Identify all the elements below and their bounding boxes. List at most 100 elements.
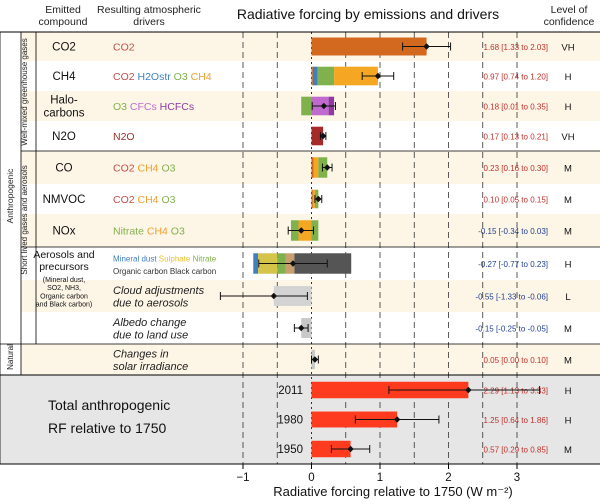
confidence-text: M — [564, 356, 572, 367]
emitted-compound-header-line1: Emitted — [45, 4, 81, 16]
value-text: 0.97 [0.74 to 1.20] — [484, 73, 549, 82]
total-confidence-text: M — [564, 445, 572, 456]
resulting-drivers-header-line1: Resulting atmospheric — [97, 4, 201, 16]
emitted-compound-header-line2: compound — [38, 16, 87, 28]
driver-segment: H2Ostr — [135, 71, 172, 83]
driver-segment: N2O — [113, 131, 135, 143]
emitted-compound-text: and Black carbon) — [36, 302, 92, 309]
row-co: CO CO2 CH4 O3 0.23 [0.16 to 0.30] M — [55, 163, 572, 175]
driver-segment: Black carbon — [168, 267, 216, 276]
driver-segment: due to land use — [113, 329, 188, 341]
driver-segment: Mineral dust — [113, 254, 157, 263]
driver-text: Organic carbon Black carbon — [113, 267, 216, 276]
driver-segment: Nitrate — [190, 254, 216, 263]
emitted-compound-text: NMVOC — [43, 194, 86, 206]
driver-text: due to aerosols — [113, 297, 189, 309]
best-estimate-marker — [311, 356, 319, 363]
bar-segment-co2 — [311, 66, 313, 86]
best-estimate-marker — [324, 164, 331, 171]
value-text: 0.05 [0.00 to 0.10] — [484, 356, 549, 365]
driver-segment: CH4 — [135, 163, 159, 175]
best-estimate-marker — [289, 260, 297, 267]
value-text: 0.18 [0.01 to 0.35] — [484, 103, 549, 112]
best-estimate-marker — [298, 324, 305, 332]
driver-segment: O3 — [113, 101, 127, 113]
x-axis: −1 0 1 2 3 — [236, 464, 520, 484]
confidence-text: VH — [561, 43, 574, 54]
driver-segment: CH4 — [144, 226, 168, 238]
driver-segment: O3 — [159, 194, 176, 206]
driver-text: Changes in — [113, 348, 169, 360]
emitted-compound-text: CO2 — [52, 42, 76, 54]
emitted-compound-text: CO — [55, 163, 72, 175]
driver-text: due to land use — [113, 329, 188, 341]
best-estimate-marker — [423, 43, 430, 50]
emitted-compound-text: carbons — [44, 108, 85, 120]
emitted-compound-text: (Mineral dust, — [43, 277, 85, 284]
confidence-text: H — [565, 102, 572, 113]
x-tick-label: 2 — [445, 472, 451, 484]
total-label-line1: Total anthropogenic — [48, 397, 170, 413]
x-tick-label: 3 — [514, 472, 520, 484]
bar-segment-co2 — [311, 189, 313, 209]
best-estimate-marker — [319, 132, 327, 140]
best-estimate-marker — [320, 102, 328, 110]
value-text: -0.27 [-0.77 to 0.23] — [478, 260, 548, 269]
driver-segment: Changes in — [113, 348, 169, 360]
driver-segment: CO2 — [113, 163, 135, 175]
confidence-text: M — [564, 324, 572, 335]
best-estimate-marker — [270, 292, 278, 300]
driver-segment: Nitrate — [113, 226, 144, 238]
resulting-drivers-header-line2: drivers — [133, 16, 165, 28]
bar-segment-ch4 — [334, 66, 378, 86]
best-estimate-marker — [298, 227, 305, 234]
driver-segment: CH4 — [135, 194, 159, 206]
total-label-line2: RF relative to 1750 — [48, 420, 166, 436]
value-text: 0.10 [0.05 to 0.15] — [484, 196, 549, 205]
total-confidence-text: H — [565, 416, 572, 427]
best-estimate-marker — [315, 195, 322, 203]
driver-segment: HCFCs — [157, 101, 194, 113]
row-band — [21, 32, 600, 61]
emitted-compound-text: N2O — [52, 131, 76, 143]
value-text: -0.15 [-0.34 to 0.03] — [478, 227, 548, 236]
x-axis-label: Radiative forcing relative to 1750 (W m⁻… — [273, 484, 513, 499]
emitted-compound-text: precursors — [39, 261, 89, 273]
value-text: 0.17 [0.13 to 0.21] — [484, 133, 549, 142]
driver-segment: Organic carbon — [113, 267, 168, 276]
confidence-text: H — [565, 260, 572, 271]
confidence-text: VH — [561, 132, 574, 143]
chart-marks — [219, 37, 541, 458]
x-tick-label: 0 — [308, 472, 314, 484]
emitted-compound-text: Halo- — [50, 95, 78, 107]
bar-segment-n2o — [311, 126, 324, 146]
emitted-compound-text: CH4 — [52, 71, 76, 83]
row-ch4: CH4 CO2 H2Ostr O3 CH4 0.97 [0.74 to 1.20] H — [52, 71, 571, 83]
bar-segment-1980 — [311, 411, 398, 428]
emitted-compound-text: NOx — [53, 226, 76, 238]
driver-segment: due to aerosols — [113, 297, 189, 309]
row-band — [21, 344, 600, 375]
group-label-wmghg: Well-mixed greenhouse gases — [20, 38, 29, 145]
bar-segment-o3 — [311, 220, 319, 241]
total-year-label: 1980 — [277, 415, 303, 427]
row-nox: NOx Nitrate CH4 O3 -0.15 [-0.34 to 0.03] M — [53, 226, 573, 238]
total-value-text: 2.29 [1.13 to 3.33] — [484, 387, 549, 396]
bar-segment-ch4 — [312, 189, 315, 209]
total-confidence-text: H — [565, 386, 572, 397]
row-band — [21, 151, 600, 184]
bar-segment-mineral-dust — [253, 253, 259, 274]
total-value-text: 0.57 [0.29 to 0.85] — [484, 446, 549, 455]
driver-segment: CO2 — [113, 71, 135, 83]
total-year-label: 2011 — [278, 385, 303, 397]
driver-segment: CO2 — [113, 42, 135, 54]
total-year-label: 1950 — [277, 444, 303, 456]
best-estimate-marker — [374, 72, 382, 80]
driver-text: N2O — [113, 131, 135, 143]
driver-text: CO2 H2Ostr O3 CH4 — [113, 71, 212, 83]
driver-text: O3 CFCs HCFCs — [113, 101, 194, 113]
x-tick-label: −1 — [236, 472, 249, 484]
group-label-natural: Natural — [6, 344, 15, 370]
group-label-anthropogenic: Anthropogenic — [5, 168, 15, 224]
